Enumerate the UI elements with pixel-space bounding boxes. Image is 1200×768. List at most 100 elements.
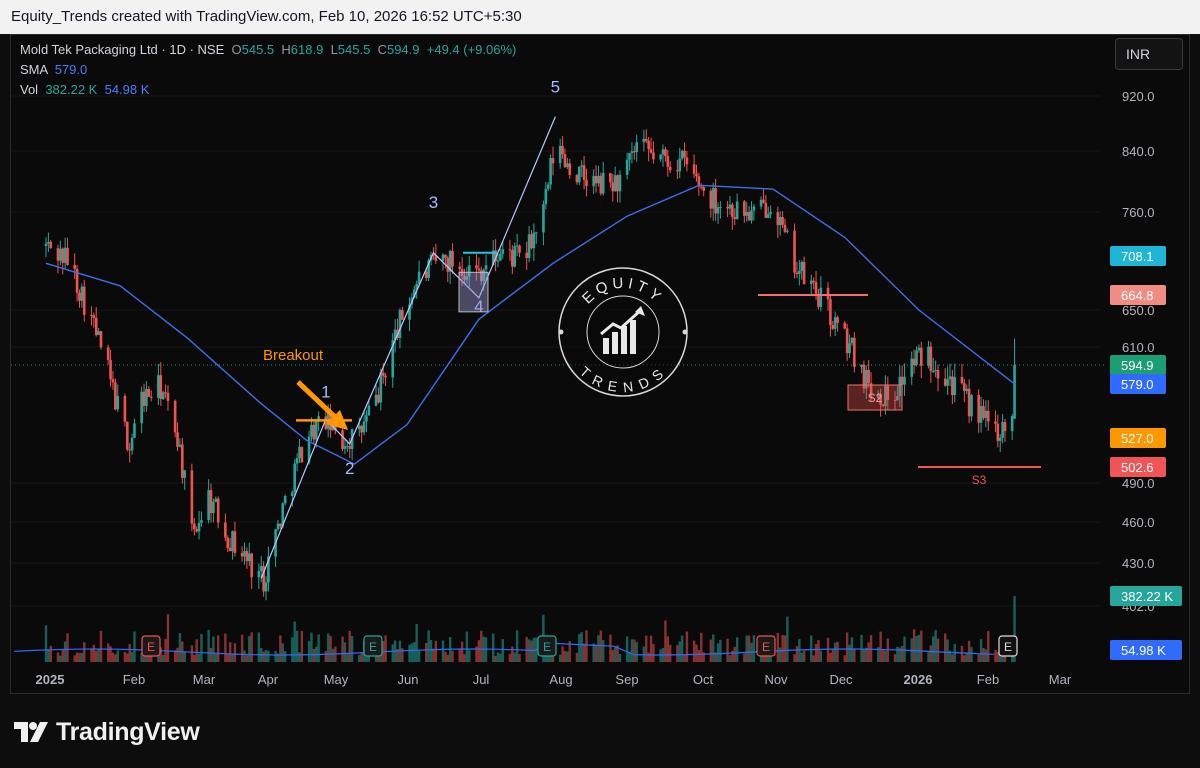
volume-bar bbox=[367, 654, 371, 662]
volume-bar bbox=[716, 643, 720, 662]
volume-bar bbox=[63, 641, 67, 662]
volume-bar bbox=[843, 655, 846, 662]
candle-body bbox=[601, 173, 605, 194]
candle-body bbox=[195, 529, 198, 532]
volume-bar bbox=[415, 624, 418, 662]
volume-bar bbox=[283, 651, 287, 662]
candle-body bbox=[994, 421, 997, 424]
time-tick-label: Aug bbox=[549, 672, 572, 687]
price-tick-label: 430.0 bbox=[1122, 556, 1155, 571]
candle-body bbox=[628, 153, 631, 160]
candle-body bbox=[817, 293, 820, 307]
candle-body bbox=[719, 206, 722, 208]
candle-body bbox=[967, 388, 971, 417]
candle-body bbox=[752, 206, 756, 211]
tradingview-logo[interactable]: TradingView bbox=[14, 718, 200, 746]
candle-body bbox=[161, 392, 165, 399]
legend-close-key: C bbox=[377, 42, 387, 57]
volume-bar bbox=[518, 654, 521, 662]
earnings-marker-label: E bbox=[147, 640, 155, 654]
volume-bar bbox=[1013, 596, 1016, 662]
legend-high-key: H bbox=[281, 42, 291, 57]
candle-body bbox=[613, 175, 617, 192]
candle-body bbox=[463, 276, 466, 280]
candle-body bbox=[585, 179, 588, 187]
volume-bar bbox=[563, 650, 567, 662]
wave4-box bbox=[458, 271, 489, 313]
price-tick-label: 460.0 bbox=[1122, 515, 1155, 530]
candle-body bbox=[197, 522, 201, 532]
volume-bar bbox=[558, 654, 562, 662]
volume-bar bbox=[264, 650, 268, 662]
candle-body bbox=[391, 340, 395, 378]
legend-symbol[interactable]: Mold Tek Packaging Ltd · 1D · NSE bbox=[20, 42, 225, 57]
volume-bar bbox=[178, 633, 182, 662]
volume-bar bbox=[719, 639, 722, 662]
volume-bar bbox=[350, 635, 354, 662]
volume-bar bbox=[441, 640, 445, 662]
volume-bar bbox=[881, 650, 885, 662]
candle-body bbox=[1003, 422, 1007, 432]
candle-body bbox=[943, 378, 947, 386]
legend-sma-label[interactable]: SMA bbox=[20, 62, 48, 77]
legend-vol-label[interactable]: Vol bbox=[20, 82, 39, 97]
volume-bar bbox=[348, 630, 351, 662]
candle-body bbox=[869, 383, 873, 399]
volume-bar bbox=[920, 630, 923, 662]
volume-bar bbox=[145, 654, 148, 662]
candle-body bbox=[73, 265, 76, 269]
volume-bar bbox=[597, 635, 600, 662]
candle-body bbox=[778, 216, 782, 226]
volume-bar bbox=[649, 635, 653, 662]
volume-bar bbox=[767, 654, 770, 662]
candle-body bbox=[714, 188, 717, 214]
volume-bar bbox=[197, 653, 201, 662]
candle-body bbox=[618, 174, 622, 192]
volume-bar bbox=[310, 632, 313, 662]
volume-bar bbox=[877, 647, 880, 662]
candle-body bbox=[561, 145, 564, 155]
legend-sma-value: 579.0 bbox=[54, 62, 88, 77]
candle-body bbox=[133, 423, 136, 438]
candle-body bbox=[128, 449, 132, 451]
volume-bar bbox=[44, 625, 48, 662]
time-tick-label: Feb bbox=[977, 672, 999, 687]
volume-bar bbox=[429, 639, 433, 662]
candle-body bbox=[979, 406, 983, 423]
price-label-text: 502.6 bbox=[1121, 460, 1154, 475]
candle-body bbox=[860, 364, 863, 367]
candle-body bbox=[711, 188, 715, 209]
volume-bar bbox=[568, 640, 571, 662]
candle-body bbox=[501, 249, 505, 254]
wave-label: 1 bbox=[321, 383, 330, 402]
earnings-marker-label: E bbox=[762, 640, 770, 654]
candle-body bbox=[525, 252, 528, 258]
volume-bar bbox=[140, 652, 143, 662]
volume-bar bbox=[173, 650, 177, 662]
volume-bar bbox=[128, 644, 131, 662]
volume-bar bbox=[293, 621, 296, 662]
candle-body bbox=[298, 446, 301, 458]
volume-bar bbox=[291, 637, 294, 662]
candle-body bbox=[685, 157, 689, 165]
candle-body bbox=[245, 551, 249, 562]
volume-bar bbox=[977, 654, 980, 662]
volume-bar bbox=[417, 650, 421, 662]
volume-bar bbox=[109, 646, 112, 662]
currency-button[interactable]: INR bbox=[1115, 38, 1183, 70]
volume-bar bbox=[893, 654, 897, 662]
candle-body bbox=[176, 432, 179, 447]
price-chart[interactable]: 1 2 3 4 5 Breakout S2 S3 E E E E E 920.0 840.0 760.0 650… bbox=[0, 0, 1200, 694]
candle-body bbox=[829, 299, 832, 326]
candle-body bbox=[264, 582, 268, 592]
volume-bar bbox=[982, 648, 985, 662]
volume-bar bbox=[511, 646, 514, 662]
volume-bar bbox=[884, 650, 887, 662]
volume-bar bbox=[307, 641, 311, 662]
candle-body bbox=[695, 173, 698, 177]
volume-bar bbox=[752, 635, 756, 662]
legend-vol-value: 382.22 K bbox=[45, 82, 98, 97]
volume-bar bbox=[209, 648, 213, 662]
candle-body bbox=[936, 370, 940, 379]
candle-body bbox=[515, 245, 519, 247]
